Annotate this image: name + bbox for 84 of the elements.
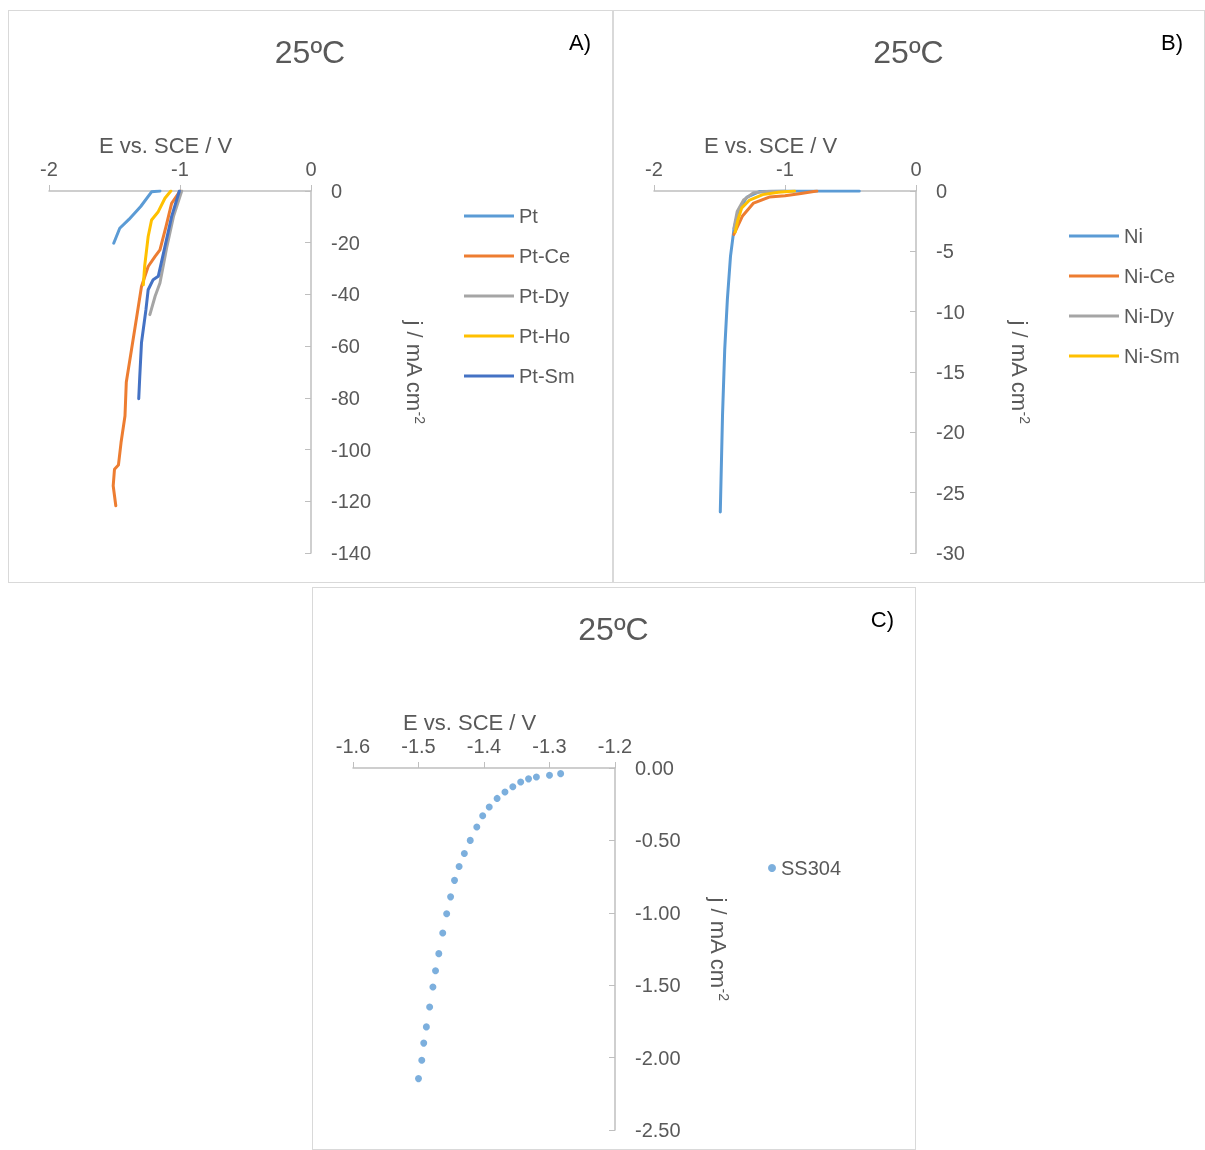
- y-tick-label: 0: [936, 180, 948, 202]
- text: C): [870, 606, 894, 632]
- y-tick-label: -1.50: [635, 974, 681, 997]
- legend-label: Pt-Ho: [519, 325, 571, 347]
- x-tick-label: -1: [171, 158, 189, 180]
- chart-title: 25ºC: [274, 34, 346, 70]
- point: [415, 1075, 422, 1083]
- y-tick-label: -1.00: [635, 901, 681, 924]
- legend-label: Pt: [519, 205, 539, 227]
- legend-label: Ni-Dy: [1124, 305, 1174, 327]
- legend-label: Ni-Sm: [1124, 345, 1180, 367]
- point: [557, 770, 565, 778]
- text: A): [569, 29, 591, 55]
- x-tick-label: -1.4: [466, 735, 502, 757]
- point: [432, 967, 440, 975]
- legend-label: SS304: [781, 857, 842, 879]
- y-tick-label: 0.00: [635, 757, 674, 779]
- point: [546, 771, 553, 779]
- y-tick-label: 0: [331, 180, 343, 202]
- x-tick-label: -2: [40, 158, 58, 180]
- y-tick-label: -2.00: [635, 1046, 681, 1069]
- x-axis-title: E vs. SCE / V: [403, 709, 537, 735]
- point: [435, 950, 443, 958]
- line-series: [112, 189, 162, 245]
- x-tick-label: -1.5: [401, 735, 436, 757]
- y-tick-label: -30: [936, 542, 965, 564]
- legend-label: Pt-Ce: [519, 245, 571, 267]
- x-tick-label: 0: [910, 158, 922, 180]
- chart-title: 25ºC: [873, 34, 944, 70]
- y-tick-label: -20: [331, 231, 360, 254]
- y-tick-label: -60: [331, 335, 360, 358]
- point: [443, 910, 451, 918]
- point: [493, 794, 501, 802]
- x-tick-label: -1.2: [597, 735, 633, 757]
- point: [447, 893, 455, 901]
- y-tick-label: -100: [331, 438, 372, 461]
- x-tick-label: -2: [645, 158, 663, 180]
- y-tick-label: -0.50: [635, 829, 681, 852]
- x-tick-label: -1.3: [532, 735, 567, 757]
- text: B): [1161, 29, 1183, 55]
- y-axis-title: j / mA cm-2: [401, 319, 428, 425]
- line-series: [732, 189, 819, 236]
- point: [525, 775, 533, 783]
- point: [451, 876, 459, 884]
- legend-label: Ni-Ce: [1124, 265, 1176, 287]
- y-tick-label: -5: [936, 240, 954, 263]
- point: [479, 812, 487, 820]
- line-series: [148, 189, 184, 317]
- point: [517, 778, 525, 786]
- x-tick-label: 0: [305, 158, 317, 180]
- y-tick-label: -15: [936, 361, 965, 383]
- y-axis-title: j / mA cm-2: [705, 896, 732, 1002]
- point: [485, 803, 493, 811]
- point: [420, 1039, 428, 1047]
- x-axis-title: E vs. SCE / V: [99, 132, 233, 158]
- point: [460, 850, 468, 858]
- line-series: [141, 189, 173, 287]
- y-tick-label: -80: [331, 386, 360, 409]
- x-tick-label: -1.6: [335, 735, 371, 757]
- y-axis-title: j / mA cm-2: [1006, 319, 1033, 425]
- point: [532, 773, 540, 781]
- point: [466, 836, 474, 844]
- chart-title: 25ºC: [578, 611, 649, 647]
- y-tick-label: -40: [331, 283, 360, 306]
- y-tick-label: -25: [936, 481, 965, 504]
- legend-label: Ni: [1124, 225, 1143, 247]
- point: [509, 783, 517, 791]
- y-tick-label: -20: [936, 421, 965, 444]
- point: [439, 929, 447, 937]
- point: [455, 862, 463, 870]
- y-tick-label: -10: [936, 300, 965, 323]
- legend-label: Pt-Dy: [519, 285, 569, 307]
- line-series: [733, 189, 797, 234]
- point: [473, 823, 481, 831]
- x-axis-title: E vs. SCE / V: [704, 132, 838, 158]
- x-tick-label: -1: [776, 158, 794, 180]
- point: [426, 1003, 434, 1011]
- point: [422, 1023, 430, 1031]
- y-tick-label: -2.50: [635, 1119, 681, 1141]
- y-tick-label: -120: [331, 490, 372, 513]
- y-tick-label: -140: [331, 542, 372, 564]
- legend-label: Pt-Sm: [519, 365, 575, 387]
- line-series: [137, 189, 181, 401]
- point: [418, 1056, 426, 1064]
